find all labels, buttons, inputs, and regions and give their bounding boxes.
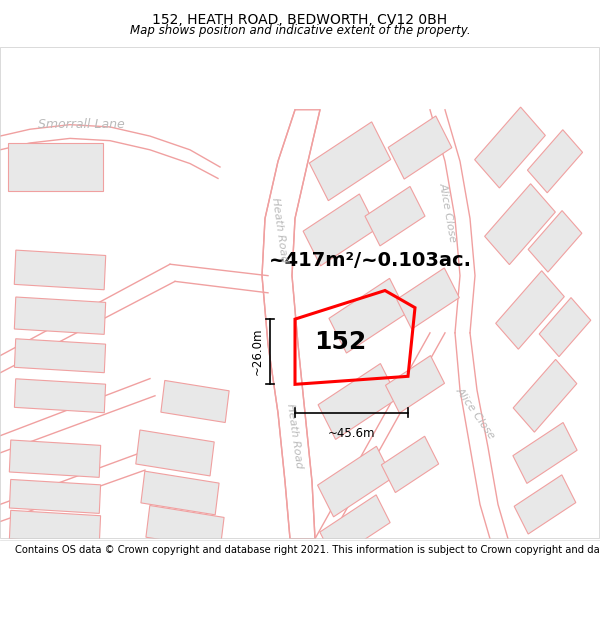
Polygon shape — [262, 110, 320, 539]
Polygon shape — [14, 339, 106, 372]
Polygon shape — [513, 359, 577, 432]
Polygon shape — [385, 356, 445, 413]
Polygon shape — [141, 471, 219, 515]
Text: Heath Road: Heath Road — [286, 402, 305, 469]
Polygon shape — [10, 440, 101, 478]
Polygon shape — [317, 446, 392, 517]
Polygon shape — [496, 271, 564, 349]
Text: Alice Close: Alice Close — [454, 385, 496, 441]
Polygon shape — [146, 506, 224, 549]
Polygon shape — [527, 130, 583, 192]
Text: ~45.6m: ~45.6m — [328, 427, 375, 439]
Polygon shape — [514, 475, 576, 534]
Polygon shape — [161, 381, 229, 423]
Text: 152, HEATH ROAD, BEDWORTH, CV12 0BH: 152, HEATH ROAD, BEDWORTH, CV12 0BH — [152, 13, 448, 27]
Text: 152: 152 — [314, 330, 366, 354]
Polygon shape — [382, 436, 439, 492]
Polygon shape — [318, 364, 398, 439]
Polygon shape — [310, 122, 391, 201]
Polygon shape — [136, 430, 214, 476]
Text: Contains OS data © Crown copyright and database right 2021. This information is : Contains OS data © Crown copyright and d… — [15, 545, 600, 555]
Polygon shape — [528, 211, 582, 272]
Polygon shape — [365, 186, 425, 246]
Polygon shape — [10, 511, 101, 544]
Polygon shape — [475, 107, 545, 188]
Polygon shape — [539, 298, 591, 357]
Polygon shape — [513, 422, 577, 483]
Text: Heath Road: Heath Road — [271, 197, 290, 263]
Text: Map shows position and indicative extent of the property.: Map shows position and indicative extent… — [130, 24, 470, 36]
Text: Smorrall Lane: Smorrall Lane — [38, 118, 125, 131]
Polygon shape — [388, 116, 452, 179]
Polygon shape — [14, 297, 106, 334]
Polygon shape — [303, 194, 377, 266]
Polygon shape — [14, 250, 106, 290]
Text: ~26.0m: ~26.0m — [251, 328, 264, 376]
Polygon shape — [397, 268, 460, 329]
Polygon shape — [7, 143, 103, 191]
Polygon shape — [10, 479, 101, 513]
Polygon shape — [485, 184, 556, 264]
Text: ~417m²/~0.103ac.: ~417m²/~0.103ac. — [269, 251, 472, 270]
Text: Alice Close: Alice Close — [438, 182, 458, 244]
Polygon shape — [329, 278, 407, 353]
Polygon shape — [14, 379, 106, 412]
Polygon shape — [320, 495, 390, 560]
